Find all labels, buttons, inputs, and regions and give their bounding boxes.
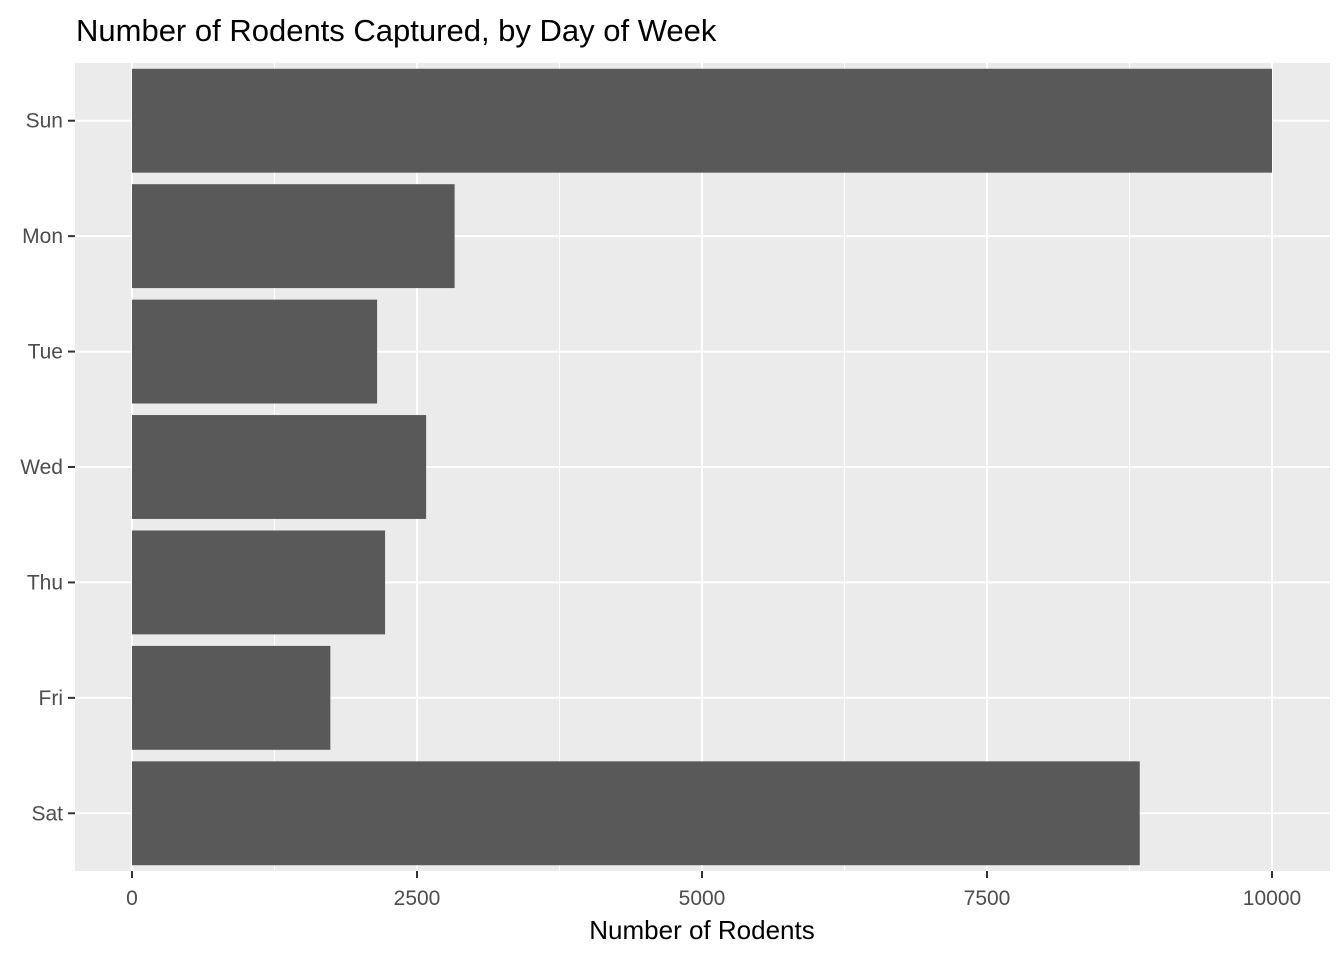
bar-tue	[132, 299, 378, 404]
x-tick-label: 7500	[964, 887, 1011, 910]
y-tick-label: Sun	[26, 110, 63, 133]
x-tick-label: 0	[126, 887, 138, 910]
y-tick-label: Tue	[28, 341, 63, 364]
y-tick-label: Mon	[22, 225, 63, 248]
x-axis: 0 2500 5000 7500 10000	[126, 871, 1301, 910]
x-tick-label: 10000	[1243, 887, 1301, 910]
bar-wed	[132, 415, 427, 519]
chart-title: Number of Rodents Captured, by Day of We…	[76, 13, 717, 48]
y-tick-label: Fri	[39, 687, 64, 710]
y-axis: Sun Mon Tue Wed Thu Fri Sat	[20, 110, 75, 825]
bar-sat	[132, 761, 1140, 866]
x-axis-title: Number of Rodents	[589, 915, 814, 945]
x-tick-label: 2500	[394, 887, 441, 910]
bar-fri	[132, 645, 331, 750]
bar-mon	[132, 184, 455, 289]
bar-thu	[132, 530, 386, 635]
bar-sun	[132, 68, 1272, 173]
y-tick-label: Sat	[31, 802, 63, 825]
y-tick-label: Wed	[20, 456, 63, 479]
x-tick-label: 5000	[679, 887, 726, 910]
bars	[132, 68, 1272, 866]
y-tick-label: Thu	[27, 571, 63, 594]
